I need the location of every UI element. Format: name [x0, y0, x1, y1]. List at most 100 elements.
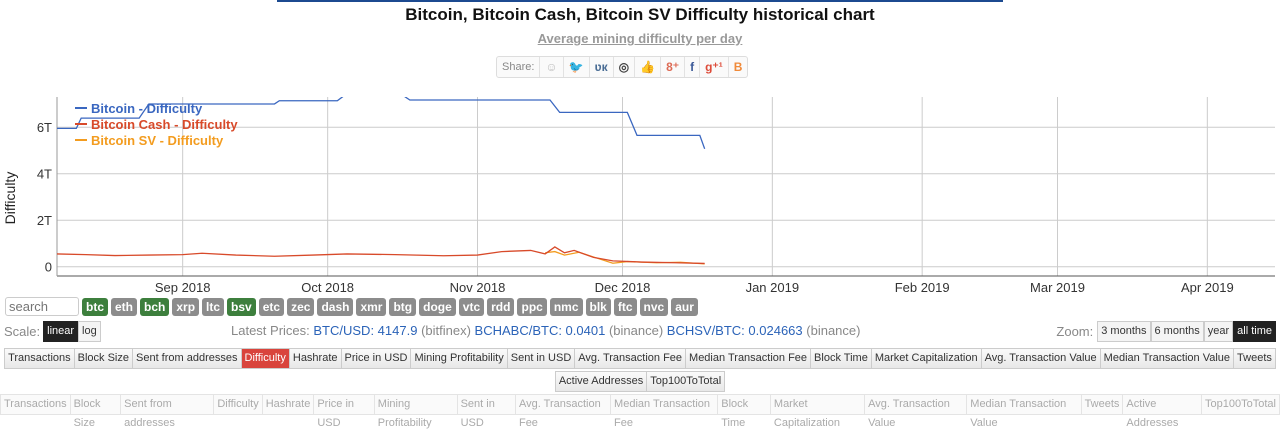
tab-price-in-usd[interactable]: Price in USD	[341, 348, 412, 369]
y-tick-label: 2T	[37, 213, 52, 228]
zoom-option[interactable]: 6 months	[1150, 321, 1204, 342]
x-tick-label: Oct 2018	[301, 280, 354, 295]
x-tick-label: Sep 2018	[155, 280, 211, 295]
tab-active-addresses[interactable]: Active Addresses	[554, 371, 648, 392]
series-line-1	[57, 246, 705, 265]
tab-difficulty[interactable]: Difficulty	[241, 348, 290, 369]
tab-mining-profitability[interactable]: Mining Profitability	[374, 394, 458, 429]
blogger-icon[interactable]: blogger-iconB	[733, 60, 743, 74]
page-title: Bitcoin, Bitcoin Cash, Bitcoin SV Diffic…	[405, 5, 875, 24]
tab-active-addresses[interactable]: Active Addresses	[1123, 394, 1203, 429]
tab-difficulty[interactable]: Difficulty	[214, 394, 263, 415]
coin-button-dash[interactable]: dash	[317, 297, 354, 316]
coin-button-ppc[interactable]: ppc	[517, 297, 547, 316]
coin-button-zec[interactable]: zec	[287, 297, 315, 316]
coin-button-xrp[interactable]: xrp	[172, 297, 200, 316]
tab-block-time[interactable]: Block Time	[718, 394, 771, 429]
zoom-option[interactable]: year	[1203, 321, 1234, 342]
top-accent-bar	[277, 0, 1003, 2]
scale-linear-button[interactable]: linear	[43, 321, 79, 342]
coin-button-bsv[interactable]: bsv	[227, 297, 256, 316]
zoom-option[interactable]: 3 months	[1097, 321, 1151, 342]
x-tick-label: Jan 2019	[746, 280, 800, 295]
tab-transactions[interactable]: Transactions	[4, 348, 75, 369]
coin-button-btc[interactable]: btc	[82, 297, 108, 316]
series-line-2	[545, 250, 705, 265]
scale-control: Scale: linear log	[4, 321, 101, 342]
price-pair[interactable]: BTC/USD: 4147.9	[313, 323, 418, 338]
tab-price-in-usd[interactable]: Price in USD	[314, 394, 375, 429]
like-icon[interactable]: like-icon👍	[635, 57, 662, 77]
tab-avg-transaction-value[interactable]: Avg. Transaction Value	[865, 394, 968, 429]
search-input[interactable]	[5, 297, 79, 316]
coin-button-bch[interactable]: bch	[140, 297, 170, 316]
zoom-option[interactable]: all time	[1233, 321, 1276, 342]
twitter-icon[interactable]: twitter-icon🐦	[564, 57, 590, 77]
latest-prices: Latest Prices: BTC/USD: 4147.9 (bitfinex…	[231, 323, 860, 338]
tab-market-capitalization[interactable]: Market Capitalization	[770, 394, 866, 429]
tab-block-size[interactable]: Block Size	[70, 394, 122, 429]
x-tick-label: Mar 2019	[1030, 280, 1085, 295]
y-tick-label: 0	[45, 260, 52, 275]
scale-log-button[interactable]: log	[78, 321, 101, 342]
prices-label: Latest Prices:	[231, 323, 310, 338]
coin-button-ltc[interactable]: ltc	[202, 297, 225, 316]
page-subtitle[interactable]: Average mining difficulty per day	[537, 31, 743, 46]
difficulty-chart: 0 2T 4T 6T Sep 2018 Oct 2018 Nov 2018 Dec 2018 J…	[2, 97, 1275, 295]
tab-top100tototal[interactable]: Top100ToTotal	[647, 371, 726, 392]
coin-button-aur[interactable]: aur	[671, 297, 698, 316]
tab-market-capitalization[interactable]: Market Capitalization	[871, 348, 982, 369]
tab-mining-profitability[interactable]: Mining Profitability	[411, 348, 508, 369]
legend-item[interactable]: Bitcoin Cash - Difficulty	[91, 117, 238, 132]
legend-item[interactable]: Bitcoin - Difficulty	[91, 101, 203, 116]
coin-button-nmc[interactable]: nmc	[549, 297, 583, 316]
tab-hashrate[interactable]: Hashrate	[289, 348, 342, 369]
zoom-control: Zoom: 3 months 6 months year all time	[1056, 321, 1276, 342]
coin-button-vtc[interactable]: vtc	[458, 297, 485, 316]
coin-button-doge[interactable]: doge	[419, 297, 456, 316]
coin-button-etc[interactable]: etc	[258, 297, 285, 316]
tab-avg-transaction-value[interactable]: Avg. Transaction Value	[981, 348, 1101, 369]
series-line-0	[57, 97, 706, 150]
google-plus-one-icon[interactable]: google-plus-one-icong⁺¹	[700, 57, 729, 77]
tab-median-transaction-value[interactable]: Median Transaction Value	[967, 394, 1082, 429]
tab-sent-in-usd[interactable]: Sent in USD	[507, 348, 576, 369]
legend-item[interactable]: Bitcoin SV - Difficulty	[91, 133, 224, 148]
tab-sent-in-usd[interactable]: Sent in USD	[457, 394, 516, 429]
price-pair[interactable]: BCHSV/BTC: 0.024663	[666, 323, 803, 338]
y-axis-label: Difficulty	[2, 172, 18, 225]
coin-button-rdd[interactable]: rdd	[487, 297, 515, 316]
tab-sent-from-addresses[interactable]: Sent from addresses	[121, 394, 215, 429]
tab-top100tototal[interactable]: Top100ToTotal	[1202, 394, 1280, 415]
price-pair[interactable]: BCHABC/BTC: 0.0401	[474, 323, 606, 338]
coin-button-btg[interactable]: btg	[389, 297, 417, 316]
tab-hashrate[interactable]: Hashrate	[262, 394, 315, 415]
x-tick-label: Dec 2018	[595, 280, 651, 295]
price-source: (binance)	[608, 323, 664, 338]
google-plus-icon[interactable]: google-plus-icon8⁺	[661, 57, 686, 77]
facebook-icon[interactable]: facebook-iconf	[685, 57, 701, 77]
vk-icon[interactable]: vk-iconʋк	[590, 57, 614, 77]
tab-sent-from-addresses[interactable]: Sent from addresses	[133, 348, 242, 369]
coin-button-blk[interactable]: blk	[585, 297, 611, 316]
tab-block-size[interactable]: Block Size	[74, 348, 133, 369]
tab-avg-transaction-fee[interactable]: Avg. Transaction Fee	[515, 394, 612, 429]
tab-median-transaction-fee[interactable]: Median Transaction Fee	[686, 348, 812, 369]
tab-avg-transaction-fee[interactable]: Avg. Transaction Fee	[575, 348, 687, 369]
tab-median-transaction-value[interactable]: Median Transaction Value	[1100, 348, 1235, 369]
coin-button-ftc[interactable]: ftc	[613, 297, 637, 316]
coin-selector: btcethbchxrpltcbsvetczecdashxmrbtgdogevt…	[5, 297, 698, 316]
coin-button-nvc[interactable]: nvc	[639, 297, 669, 316]
tab-transactions[interactable]: Transactions	[0, 394, 71, 415]
tab-tweets[interactable]: Tweets	[1081, 394, 1124, 415]
weibo-icon[interactable]: weibo-icon◎	[614, 57, 636, 77]
coin-button-eth[interactable]: eth	[111, 297, 137, 316]
coin-button-xmr[interactable]: xmr	[356, 297, 387, 316]
x-tick-label: Feb 2019	[895, 280, 950, 295]
tab-tweets[interactable]: Tweets	[1234, 348, 1276, 369]
share-label: Share:	[497, 57, 541, 77]
reddit-icon[interactable]: reddit-icon☺	[540, 57, 564, 77]
tab-block-time[interactable]: Block Time	[811, 348, 872, 369]
zoom-label: Zoom:	[1056, 324, 1094, 339]
tab-median-transaction-fee[interactable]: Median Transaction Fee	[611, 394, 719, 429]
